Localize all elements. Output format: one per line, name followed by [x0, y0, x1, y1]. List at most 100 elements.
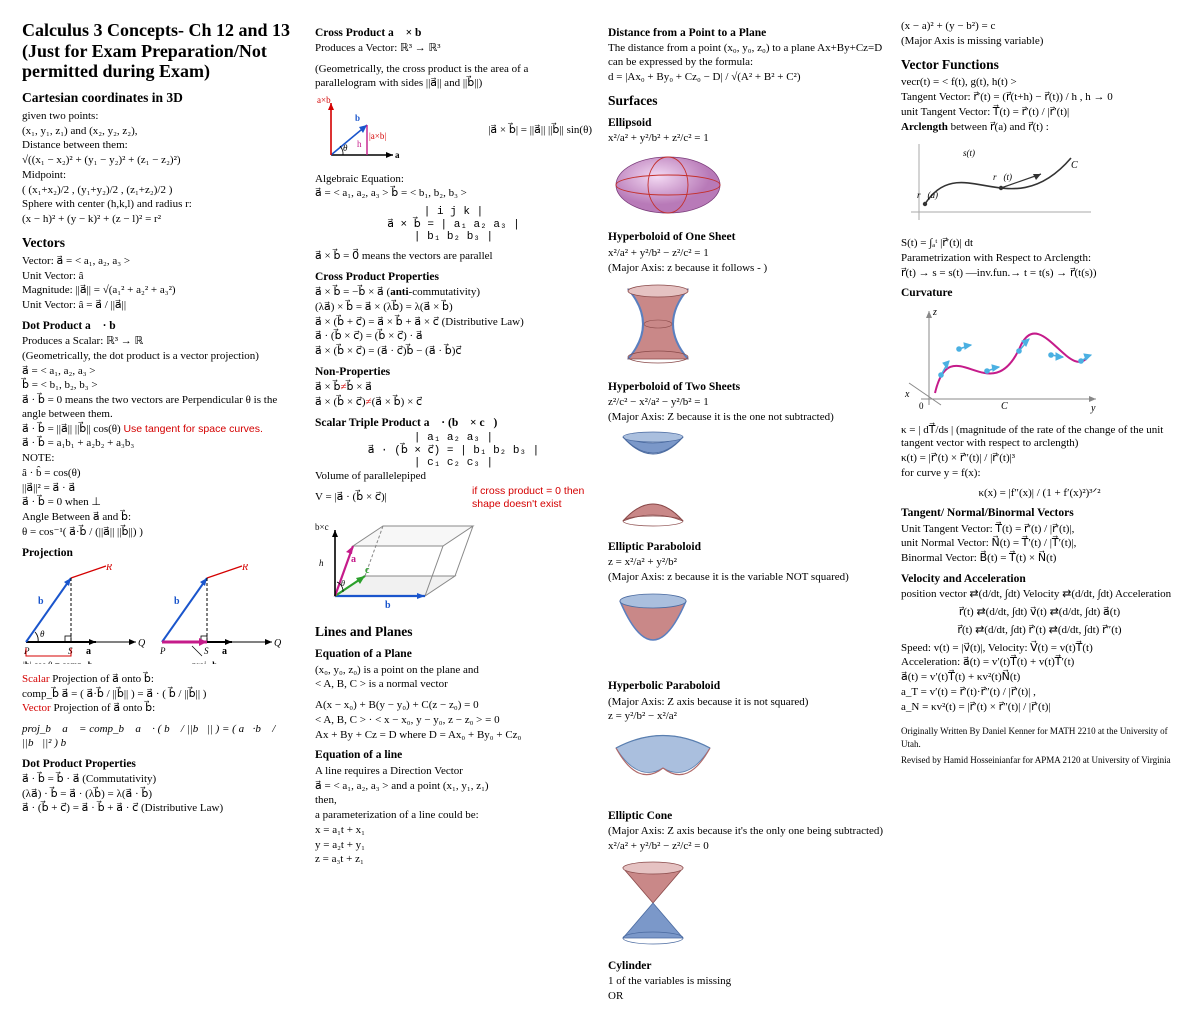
svg-text:R: R	[241, 564, 248, 573]
angle-lbl: Angle Between a⃗ and b⃗:	[22, 511, 299, 525]
page-title: Calculus 3 Concepts- Ch 12 and 13 (Just …	[22, 20, 299, 82]
cylinder-txt2: (Major Axis is missing variable)	[901, 35, 1178, 49]
va3: r⃗(t) ⇄(d/dt, ∫dt) r⃗′(t) ⇄(d/dt, ∫dt) r…	[901, 624, 1178, 638]
line4: a parameterization of a line could be:	[315, 809, 592, 823]
svg-text:y: y	[1090, 403, 1096, 414]
hyp-parab-txt: (Major Axis: Z axis because it is not sq…	[608, 696, 885, 710]
cross-determinant: | i j k | a⃗ × b⃗ = | a₁ a₂ a₃ | | b₁ b₂…	[315, 206, 592, 244]
unit-vector-lbl: Unit Vector: â	[22, 270, 299, 284]
ellip-parab-figure	[608, 589, 885, 674]
dot-components: a⃗ · b⃗ = a₁b₁ + a₂b₂ + a₃b₃	[22, 437, 299, 451]
svg-text:C: C	[1071, 160, 1078, 171]
hyp1-eq: x²/a² + y²/b² − z²/c² = 1	[608, 247, 885, 261]
dist-plane-txt: The distance from a point (x₀, y₀, z₀) t…	[608, 42, 885, 70]
svg-text:a×b: a×b	[317, 95, 331, 105]
cone-figure	[608, 858, 885, 953]
line-x: x = a₁t + x₁	[315, 824, 592, 838]
ellipsoid-heading: Ellipsoid	[608, 116, 885, 130]
scalar-proj-lbl: Scalar	[22, 673, 49, 685]
speed: Speed: v(t) = |v⃗(t)|, Velocity: V⃗(t) =…	[901, 642, 1178, 656]
vector-proj-rest: Projection of a⃗ onto b⃗:	[51, 702, 155, 714]
ellip-parab-txt: (Major Axis: z because it is the variabl…	[608, 571, 885, 585]
stp-row-1: | a₁ a₂ a₃ |	[315, 432, 592, 445]
plane-eq3: Ax + By + Cz = D where D = Ax₀ + By₀ + C…	[315, 729, 592, 743]
credit-2: Revised by Hamid Hosseinianfar for APMA …	[901, 754, 1178, 767]
dot-cos-line: a⃗ · b⃗ = ||a⃗|| ||b⃗|| cos(θ) Use tange…	[22, 423, 299, 437]
kappa-x: κ(x) = |f″(x)| / (1 + f′(x)²)³ᐟ²	[901, 487, 1178, 501]
np1: a⃗ × b⃗≠b⃗ × a⃗	[315, 381, 592, 395]
va-heading: Velocity and Acceleration	[901, 572, 1178, 586]
unit-vector-formula: Unit Vector: â = a⃗ / ||a⃗||	[22, 299, 299, 313]
svg-text:S: S	[204, 646, 209, 656]
projection-heading: Projection	[22, 546, 299, 560]
ab-def: a⃗ = < a₁, a₂, a₃ > b⃗ = < b₁, b₂, b₃ >	[315, 187, 592, 201]
for-curve: for curve y = f(x):	[901, 467, 1178, 481]
surfaces-heading: Surfaces	[608, 93, 885, 110]
parallelepiped-figure: b c a b×c h θ	[315, 516, 592, 617]
svg-text:Q: Q	[274, 638, 282, 649]
accel2: a⃗(t) = v′(t)T⃗(t) + κv²(t)N⃗(t)	[901, 671, 1178, 685]
cone-eq: x²/a² + y²/b² − z²/c² = 0	[608, 840, 885, 854]
svg-text:a: a	[222, 646, 227, 657]
dot-geom: (Geometrically, the dot product is a vec…	[22, 350, 299, 364]
proj-formula: proj_b⃗ a⃗ = comp_b⃗ a⃗ · ( b⃗ / ||b⃗|| …	[22, 723, 299, 751]
angle-formula: θ = cos⁻¹( a⃗·b⃗ / (||a⃗|| ||b⃗||) )	[22, 526, 299, 540]
svg-text:r⃗(a): r⃗(a)	[917, 190, 938, 200]
cross-vec: Produces a Vector: ℝ³ → ℝ³	[315, 42, 592, 56]
ellip-parab-eq: z = x²/a² + y²/b²	[608, 556, 885, 570]
cross-prop-heading: Cross Product Properties	[315, 270, 592, 284]
svg-text:θ: θ	[40, 629, 45, 639]
hyp-parab-figure	[608, 728, 885, 803]
line-z: z = a₃t + z₁	[315, 853, 592, 867]
line2: a⃗ = < a₁, a₂, a₃ > and a point (x₁, y₁,…	[315, 780, 592, 794]
tnb2: unit Normal Vector: N⃗(t) = T⃗′(t) / |T⃗…	[901, 537, 1178, 551]
vol-lbl: Volume of parallelepiped	[315, 470, 592, 484]
vector-def: Vector: a⃗ = < a₁, a₂, a₃ >	[22, 255, 299, 269]
hyp2-figure	[608, 429, 885, 534]
dp3: a⃗ · (b⃗ + c⃗) = a⃗ · b⃗ + a⃗ · c⃗ (Dist…	[22, 802, 299, 816]
ellipsoid-eq: x²/a² + y²/b² + z²/c² = 1	[608, 132, 885, 146]
svg-text:s(t): s(t)	[963, 148, 975, 158]
hyp1-figure	[608, 279, 885, 374]
note-1: â · b̂ = cos(θ)	[22, 467, 299, 481]
vol-eq: V = |a⃗ · (b⃗ × c⃗)|	[315, 491, 387, 505]
svg-text:|a×b|: |a×b|	[369, 131, 386, 141]
dot-prop-heading: Dot Product Properties	[22, 757, 299, 771]
arclength-bold: Arclength	[901, 121, 948, 133]
svg-text:b: b	[385, 600, 391, 611]
va2: r⃗(t) ⇄(d/dt, ∫dt) v⃗(t) ⇄(d/dt, ∫dt) a⃗…	[901, 606, 1178, 620]
stp-row-3: | c₁ c₂ c₃ |	[315, 457, 592, 470]
a-def: a⃗ = < a₁, a₂, a₃ >	[22, 365, 299, 379]
note-lbl: NOTE:	[22, 452, 299, 466]
an: a_N = κv²(t) = |r⃗′(t) × r⃗″(t)| / |r⃗′(…	[901, 701, 1178, 715]
cone-txt: (Major Axis: Z axis because it's the onl…	[608, 825, 885, 839]
svg-text:0: 0	[919, 401, 924, 411]
cylinder-eq: (x − a)² + (y − b²) = c	[901, 20, 1178, 34]
b-def: b⃗ = < b₁, b₂, b₃ >	[22, 379, 299, 393]
distance-formula: √((x₁ − x₂)² + (y₁ − y₂)² + (z₁ − z₂)²)	[22, 154, 299, 168]
svg-text:b: b	[355, 113, 360, 123]
cylinder-heading: Cylinder	[608, 959, 885, 973]
projection-figure: a Q b R S P θ |b| cos θ = compa b	[22, 564, 299, 669]
svg-text:a: a	[86, 646, 91, 657]
tnb-heading: Tangent/ Normal/Binormal Vectors	[901, 506, 1178, 520]
cp2: (λa⃗) × b⃗ = a⃗ × (λb⃗) = λ(a⃗ × b⃗)	[315, 301, 592, 315]
cross-heading: Cross Product a⃗ × b⃗	[315, 26, 592, 40]
tnb3: Binormal Vector: B⃗(t) = T⃗(t) × N⃗(t)	[901, 552, 1178, 566]
hyp2-heading: Hyperboloid of Two Sheets	[608, 380, 885, 394]
ellipsoid-figure	[608, 150, 885, 225]
stp-row-2: a⃗ · (b⃗ × c⃗) = | b₁ b₂ b₃ |	[315, 445, 592, 458]
scalar-proj-line: Scalar Projection of a⃗ onto b⃗:	[22, 673, 299, 687]
det-row-1: | i j k |	[315, 206, 592, 219]
hyp1-txt: (Major Axis: z because it follows - )	[608, 262, 885, 276]
given-points-lbl: given two points:	[22, 110, 299, 124]
vector-proj-lbl: Vector	[22, 702, 51, 714]
dist-plane-eq: d = |Ax₀ + By₀ + Cz₀ − D| / √(A² + B² + …	[608, 71, 885, 85]
hyp1-heading: Hyperboloid of One Sheet	[608, 230, 885, 244]
hyp2-eq: z²/c² − x²/a² − y²/b² = 1	[608, 396, 885, 410]
midpoint-formula: ( (x₁+x₂)/2 , (y₁+y₂)/2 , (z₁+z₂)/2 )	[22, 184, 299, 198]
dot-product-heading: Dot Product a⃗ · b⃗	[22, 319, 299, 333]
plane-eq1: A(x − x₀) + B(y − y₀) + C(z − z₀) = 0	[315, 699, 592, 713]
points: (x₁, y₁, z₁) and (x₂, y₂, z₂),	[22, 125, 299, 139]
column-3: Distance from a Point to a Plane The dis…	[608, 20, 885, 1004]
